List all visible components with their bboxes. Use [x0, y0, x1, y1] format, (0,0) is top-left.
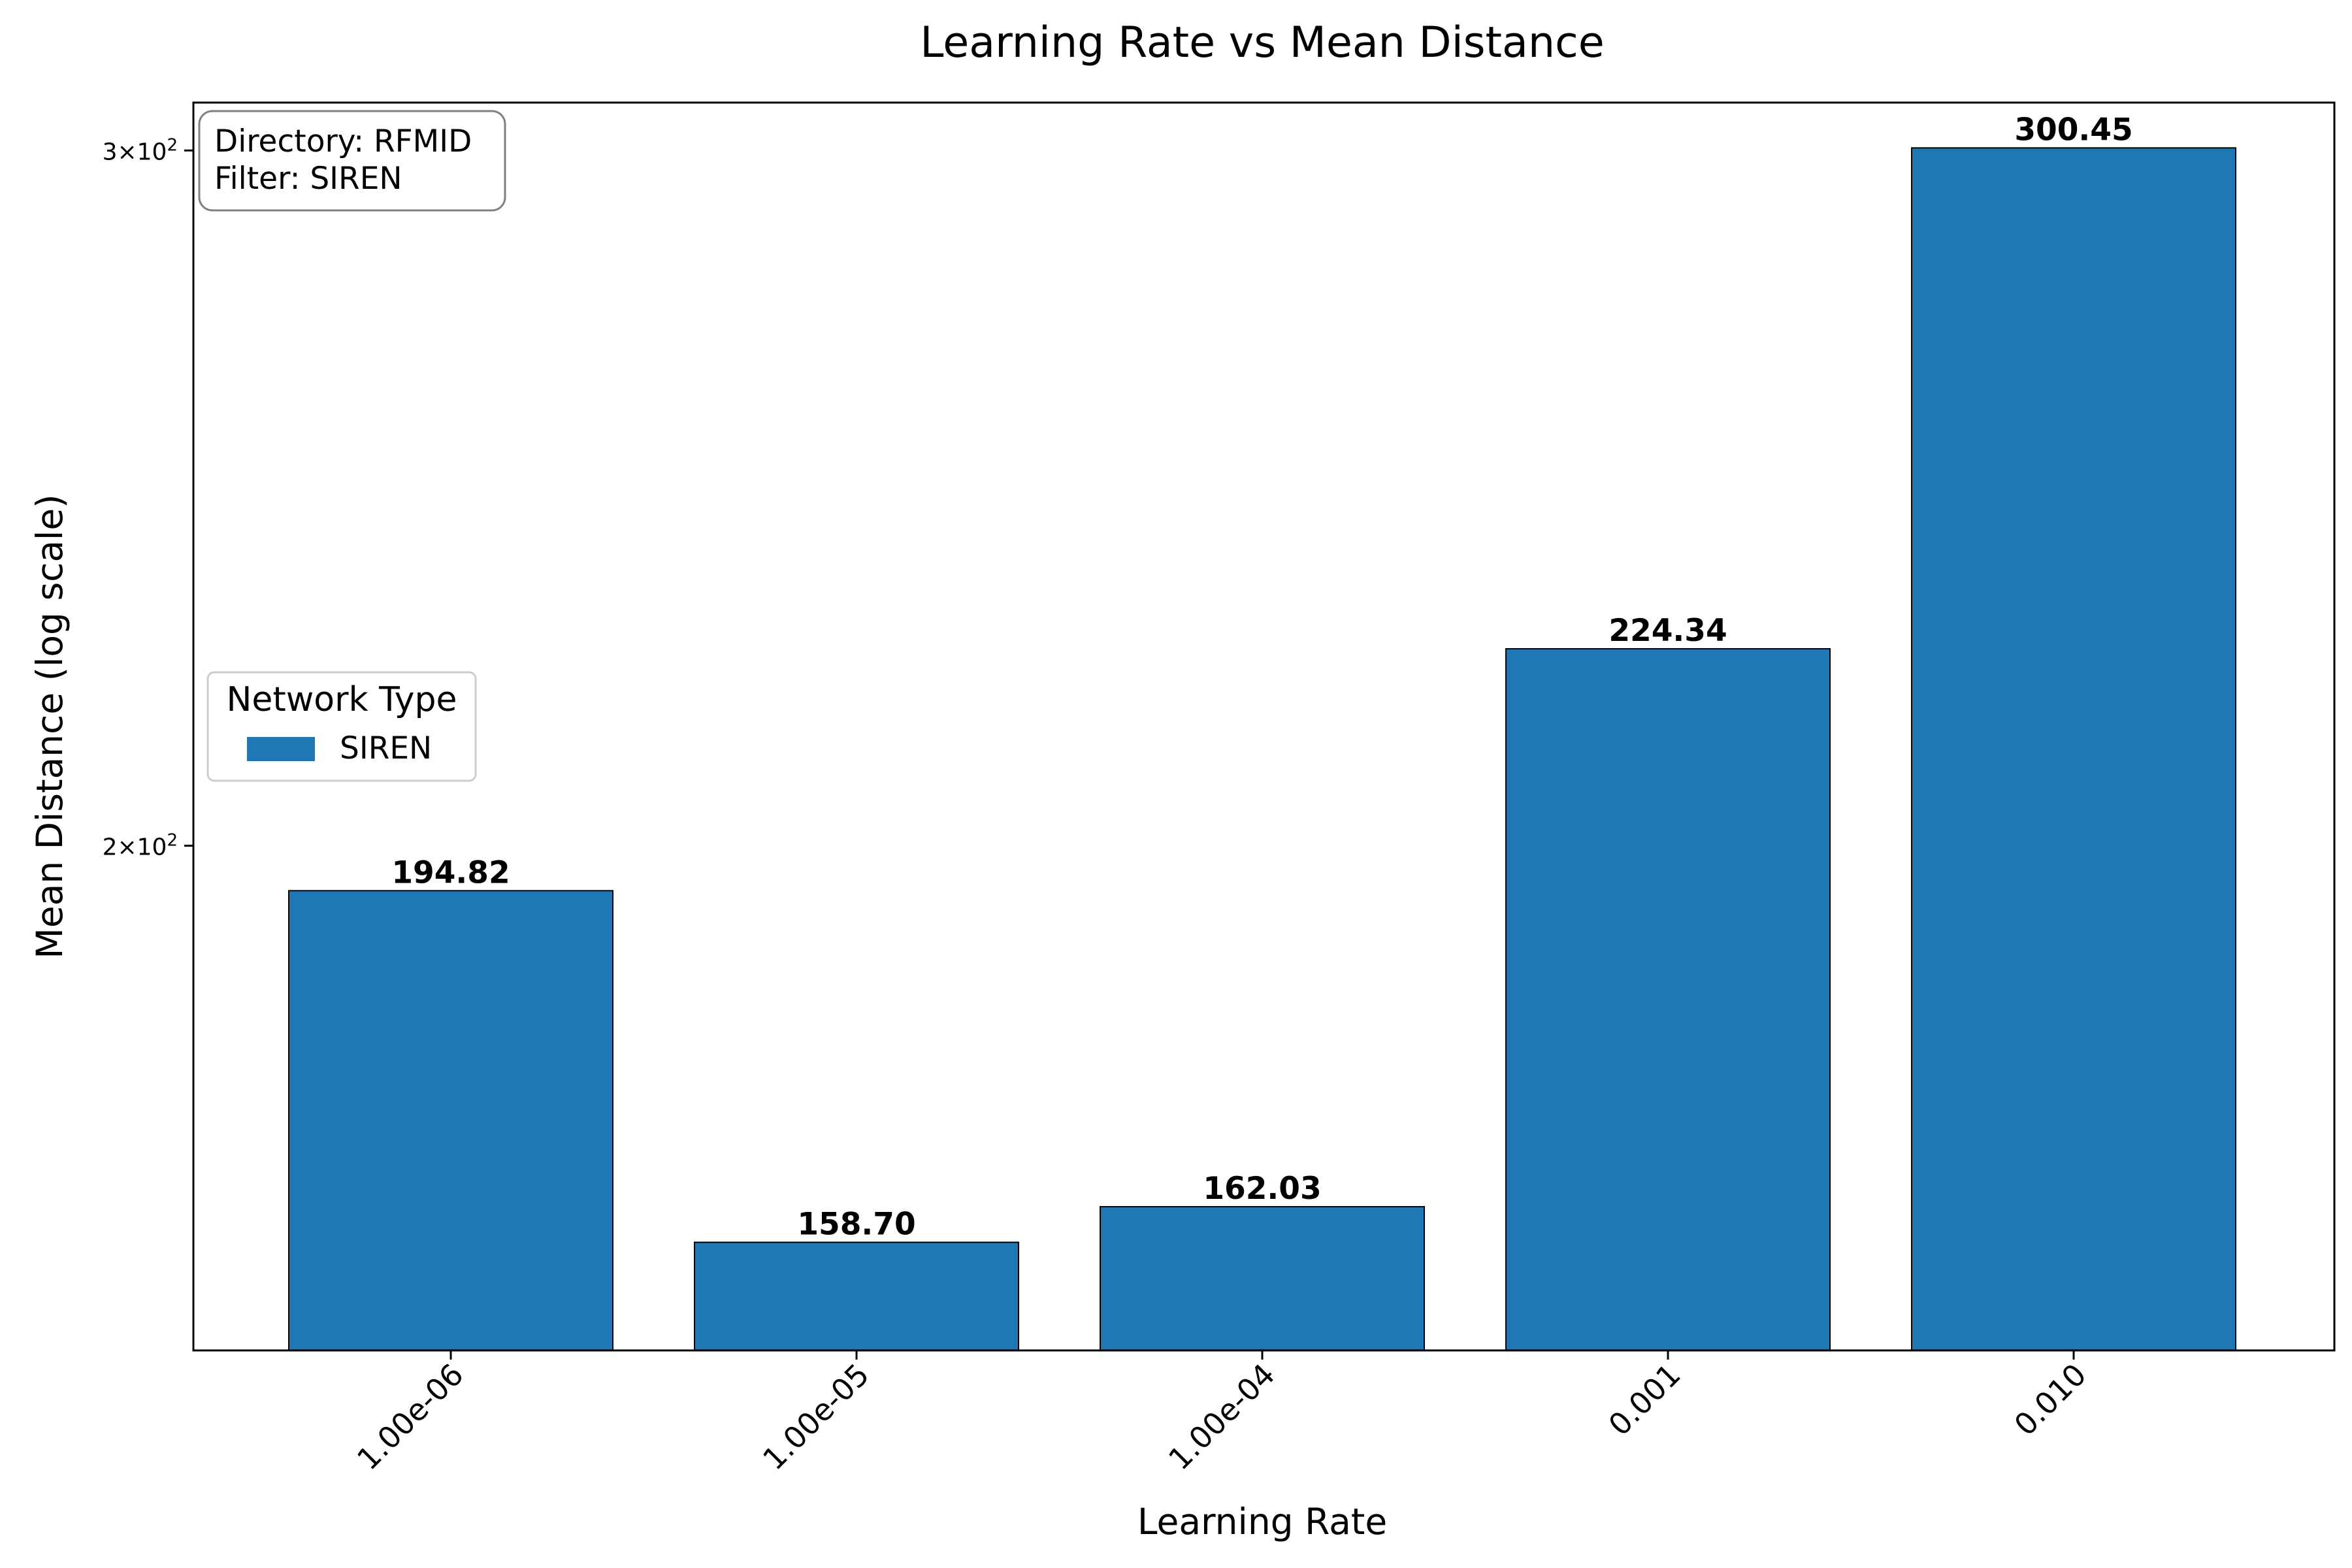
bar-value-label: 194.82	[391, 855, 510, 890]
y-tick-label: 2×102	[103, 830, 178, 860]
y-axis-ticks: 2×102 3×102	[103, 135, 193, 860]
bar-value-label: 224.34	[1609, 613, 1727, 649]
annotation-line-filter: Filter: SIREN	[214, 161, 402, 197]
bar-value-label: 158.70	[797, 1206, 915, 1242]
bar-0.010[interactable]	[1911, 147, 2236, 1352]
legend-entry-siren[interactable]: SIREN	[340, 730, 432, 766]
bar-1.00e-05[interactable]	[694, 1241, 1019, 1352]
bar-0.001[interactable]	[1505, 648, 1831, 1351]
value-labels: 194.82 158.70 162.03 224.34 300.45	[391, 112, 2132, 1242]
y-tick-label: 3×102	[103, 135, 178, 165]
bar-1.00e-06[interactable]	[288, 890, 613, 1352]
chart-title: Learning Rate vs Mean Distance	[920, 18, 1605, 67]
annotation-box: Directory: RFMID Filter: SIREN	[198, 110, 506, 212]
bar-1.00e-04[interactable]	[1100, 1205, 1425, 1352]
legend-title: Network Type	[226, 680, 457, 719]
bars	[288, 147, 2236, 1352]
legend[interactable]: Network Type SIREN	[206, 671, 477, 782]
bar-value-label: 300.45	[2014, 112, 2132, 148]
legend-swatch	[247, 737, 315, 761]
annotation-frame	[198, 110, 506, 212]
bar-value-label: 162.03	[1203, 1171, 1321, 1207]
annotation-line-directory: Directory: RFMID	[214, 123, 472, 159]
plot-frame	[192, 101, 2336, 1352]
x-axis-label: Learning Rate	[1137, 1501, 1387, 1543]
y-axis-label: Mean Distance (log scale)	[29, 494, 71, 958]
